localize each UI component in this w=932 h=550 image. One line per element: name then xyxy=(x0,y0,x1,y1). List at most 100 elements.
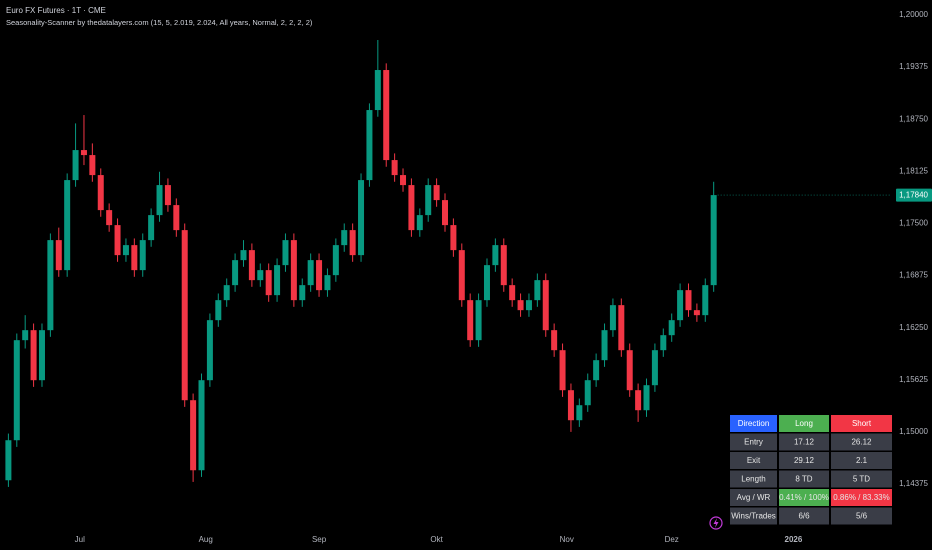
candle-body xyxy=(358,180,365,256)
candle-body xyxy=(181,230,188,401)
candle-body xyxy=(341,230,348,246)
x-tick-label: Okt xyxy=(430,535,443,544)
candle-body xyxy=(593,360,600,381)
candle-body xyxy=(635,390,642,411)
table-cell xyxy=(779,470,829,488)
candle-body xyxy=(72,150,79,181)
x-tick-label: Dez xyxy=(665,535,679,544)
table-text: Exit xyxy=(747,456,761,465)
table-text: Avg / WR xyxy=(737,493,771,502)
candle-body xyxy=(693,310,700,316)
candle-body xyxy=(450,225,457,251)
x-tick-label: Aug xyxy=(199,535,213,544)
candle-body xyxy=(458,250,465,301)
table-text: Length xyxy=(741,475,765,484)
candle-body xyxy=(332,245,339,276)
candle-body xyxy=(366,110,373,181)
candle-body xyxy=(164,185,171,206)
x-tick-label: Sep xyxy=(312,535,327,544)
table-text: 17.12 xyxy=(794,438,815,447)
candle-body xyxy=(475,300,482,341)
candle-body xyxy=(374,70,381,111)
candle-body xyxy=(47,240,54,331)
table-text: 8 TD xyxy=(795,475,812,484)
candle-body xyxy=(710,195,717,286)
table-cell xyxy=(831,489,892,506)
candle-body xyxy=(80,150,87,156)
candle-body xyxy=(198,380,205,471)
table-cell xyxy=(730,489,777,506)
icon-bolt xyxy=(713,518,719,528)
candle-body xyxy=(215,300,222,321)
candle-body xyxy=(534,280,541,301)
x-tick-label: Nov xyxy=(560,535,574,544)
candle-body xyxy=(349,230,356,256)
lightning-icon[interactable] xyxy=(709,516,723,530)
y-tick-label: 1,16250 xyxy=(899,323,928,332)
candle-body xyxy=(483,265,490,301)
candle-body xyxy=(131,245,138,271)
table-text: 26.12 xyxy=(851,438,872,447)
candle-body xyxy=(601,330,608,361)
candle-body xyxy=(307,260,314,286)
candle-body xyxy=(584,380,591,406)
candle-body xyxy=(5,440,12,481)
candle-body xyxy=(702,285,709,316)
header-cell xyxy=(779,415,829,432)
table-cell xyxy=(779,489,829,506)
table-cell xyxy=(730,470,777,488)
candle-body xyxy=(324,275,331,291)
table-cell xyxy=(779,433,829,451)
candle-body xyxy=(38,330,45,381)
candle-body xyxy=(408,185,415,231)
x-tick-label: Jul xyxy=(75,535,85,544)
icon-ring xyxy=(709,516,723,530)
candle-body xyxy=(206,320,213,381)
candle-body xyxy=(248,250,255,281)
candle-body xyxy=(509,285,516,301)
table-cell xyxy=(730,507,777,525)
last-price-box xyxy=(896,188,932,202)
candle-body xyxy=(551,330,558,351)
candle-body xyxy=(265,270,272,296)
x-tick-label: 2026 xyxy=(785,535,803,544)
candle-body xyxy=(299,285,306,301)
table-cell xyxy=(831,433,892,451)
table-cell xyxy=(730,433,777,451)
y-tick-label: 1,17500 xyxy=(899,219,928,228)
candle-body xyxy=(173,205,180,231)
candle-body xyxy=(55,240,62,271)
candle-body xyxy=(223,285,230,301)
table-cell xyxy=(779,452,829,469)
table-cell xyxy=(779,507,829,525)
y-tick-label: 1,18750 xyxy=(899,114,928,123)
stats-table: Direction Long Short Entry 17.12 26.12 Exit 29.… xyxy=(730,415,892,525)
y-tick-label: 1,15625 xyxy=(899,375,928,384)
y-tick-label: 1,15000 xyxy=(899,427,928,436)
candle-body xyxy=(257,270,264,281)
candle-body xyxy=(240,250,247,261)
table-cell xyxy=(831,452,892,469)
candle-body xyxy=(660,335,667,351)
table-cell xyxy=(831,470,892,488)
candle-body xyxy=(525,300,532,311)
candle-body xyxy=(391,160,398,176)
table-cell xyxy=(831,507,892,525)
table-text: 2.1 xyxy=(856,456,868,465)
candle-body xyxy=(190,400,197,471)
candle-body xyxy=(400,175,407,186)
candle-body xyxy=(290,240,297,301)
candle-body xyxy=(416,215,423,231)
candle-body xyxy=(139,240,146,271)
last-price-label: 1,17840 xyxy=(899,191,928,200)
header-text: Short xyxy=(852,419,872,428)
table-text: 0.86% / 83.33% xyxy=(833,493,889,502)
table-text: Entry xyxy=(744,438,763,447)
header-cell xyxy=(831,415,892,432)
chart-title: Euro FX Futures · 1T · CME xyxy=(6,6,106,15)
header-text: Long xyxy=(795,419,813,428)
candle-body xyxy=(559,350,566,391)
candle-body xyxy=(64,180,71,271)
table-text: 0.41% / 100% xyxy=(779,493,829,502)
